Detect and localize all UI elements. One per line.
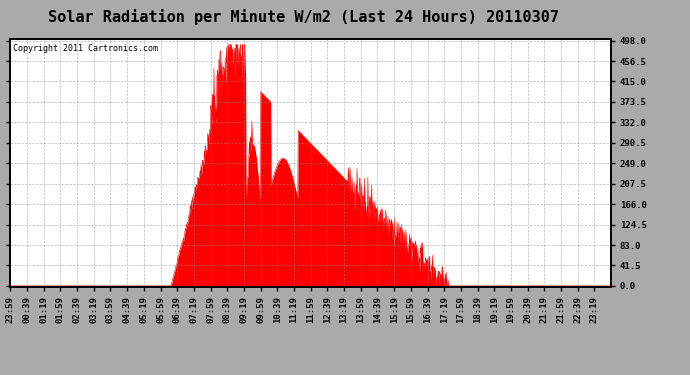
Text: Copyright 2011 Cartronics.com: Copyright 2011 Cartronics.com [12,44,158,53]
Text: Solar Radiation per Minute W/m2 (Last 24 Hours) 20110307: Solar Radiation per Minute W/m2 (Last 24… [48,9,559,26]
